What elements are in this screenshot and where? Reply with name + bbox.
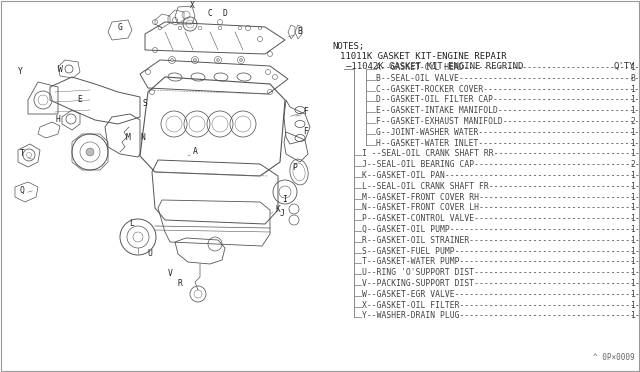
Text: I: I [283,196,287,205]
Text: U: U [148,250,152,259]
Circle shape [239,58,243,61]
Text: L--SEAL-OIL CRANK SHAFT FR------------------------------------------------: L--SEAL-OIL CRANK SHAFT FR--------------… [362,182,640,191]
Text: 1: 1 [630,268,635,277]
Text: S--GASKET-FUEL PUMP-------------------------------------------------------: S--GASKET-FUEL PUMP---------------------… [362,247,640,256]
Circle shape [170,58,173,61]
Text: W--GASKET-EGR VALVE-------------------------------------------------------: W--GASKET-EGR VALVE---------------------… [362,290,640,299]
Text: —11042K GASKET KIT-ENGINE REGRIND: —11042K GASKET KIT-ENGINE REGRIND [346,62,524,71]
Text: N: N [141,134,145,142]
Text: 1: 1 [630,247,635,256]
Text: 1: 1 [630,214,635,223]
Text: 1: 1 [630,63,635,72]
Text: P--GASKET-CONTROL VALVE---------------------------------------------------: P--GASKET-CONTROL VALVE-----------------… [362,214,640,223]
Text: P: P [292,163,298,171]
Text: C--GASKET-ROCKER COVER------------------------------------------------: C--GASKET-ROCKER COVER------------------… [376,84,640,94]
Text: 1: 1 [630,106,635,115]
Text: ^ 0P×0009: ^ 0P×0009 [593,353,635,362]
Text: 2: 2 [630,160,635,169]
Text: 1: 1 [630,193,635,202]
Text: B: B [630,74,635,83]
Text: C: C [207,10,212,19]
Text: E--GASKET-INTAKE MANIFOLD---------------------------------------------: E--GASKET-INTAKE MANIFOLD---------------… [376,106,640,115]
Text: 1: 1 [630,182,635,191]
Text: I --SEAL-OIL CRANK SHAFT RR-----------------------------------------------: I --SEAL-OIL CRANK SHAFT RR-------------… [362,150,640,158]
Text: Y--WASHER-DRAIN PLUG------------------------------------------------------: Y--WASHER-DRAIN PLUG--------------------… [362,311,640,320]
Text: 1: 1 [630,236,635,245]
Text: 1: 1 [630,84,635,94]
Text: K: K [276,205,280,215]
Text: 1: 1 [630,95,635,105]
Text: B--SEAL-OIL VALVE-----------------------------------------------------: B--SEAL-OIL VALVE-----------------------… [376,74,640,83]
Text: 1: 1 [630,225,635,234]
Text: G--JOINT-WASHER WATER-------------------------------------------------: G--JOINT-WASHER WATER-------------------… [376,128,640,137]
Text: Q'TY: Q'TY [614,62,635,71]
Text: T--GASKET-WATER PUMP------------------------------------------------------: T--GASKET-WATER PUMP--------------------… [362,257,640,266]
Text: S: S [143,99,147,109]
Text: T: T [20,150,24,158]
Text: J: J [280,209,284,218]
Text: 1: 1 [630,128,635,137]
Text: E: E [77,96,83,105]
Circle shape [216,58,220,61]
Text: M: M [125,134,131,142]
Text: J--SEAL-OIL BEARING CAP---------------------------------------------------: J--SEAL-OIL BEARING CAP-----------------… [362,160,640,169]
Text: M--GASKET-FRONT COVER RH--------------------------------------------------: M--GASKET-FRONT COVER RH----------------… [362,193,640,202]
Text: F: F [303,108,308,116]
Circle shape [193,58,196,61]
Text: F: F [303,128,308,137]
Text: 1: 1 [630,171,635,180]
Text: 11011K GASKET KIT-ENGINE REPAIR: 11011K GASKET KIT-ENGINE REPAIR [340,52,507,61]
Text: H: H [56,115,60,125]
Text: K--GASKET-OIL PAN---------------------------------------------------------: K--GASKET-OIL PAN-----------------------… [362,171,640,180]
Text: U--RING 'O'SUPPORT DIST---------------------------------------------------: U--RING 'O'SUPPORT DIST-----------------… [362,268,640,277]
Text: 1: 1 [630,150,635,158]
Text: 1: 1 [630,203,635,212]
Text: Q--GASKET-OIL PUMP--------------------------------------------------------: Q--GASKET-OIL PUMP----------------------… [362,225,640,234]
Text: X: X [189,1,195,10]
Text: R: R [177,279,182,289]
Text: NOTES;: NOTES; [332,42,364,51]
Text: N--GASKET-FRONT COVER LH--------------------------------------------------: N--GASKET-FRONT COVER LH----------------… [362,203,640,212]
Text: 1: 1 [630,139,635,148]
Text: V: V [168,269,172,279]
Text: V--PACKING-SUPPORT DIST---------------------------------------------------: V--PACKING-SUPPORT DIST-----------------… [362,279,640,288]
Text: R--GASKET-OIL STRAINER----------------------------------------------------: R--GASKET-OIL STRAINER------------------… [362,236,640,245]
Text: F--GASKET-EXHAUST MANIFOLD--------------------------------------------: F--GASKET-EXHAUST MANIFOLD--------------… [376,117,640,126]
Text: Y: Y [17,67,22,77]
Text: D: D [223,10,227,19]
Text: H--GASKET-WATER INLET-------------------------------------------------: H--GASKET-WATER INLET-------------------… [376,139,640,148]
Text: 1: 1 [630,311,635,320]
Text: Q: Q [20,186,24,195]
Text: 1: 1 [630,279,635,288]
Text: 1: 1 [630,257,635,266]
Text: X--GASKET-OIL FILTER------------------------------------------------------: X--GASKET-OIL FILTER--------------------… [362,301,640,310]
Text: 1: 1 [630,301,635,310]
Text: A--GASKET-CYL HEAD----------------------------------------------------: A--GASKET-CYL HEAD----------------------… [376,63,640,72]
Text: B: B [298,28,303,36]
Circle shape [86,148,94,156]
Text: 2: 2 [630,117,635,126]
Text: L: L [129,219,134,228]
Text: D--GASKET-OIL FILTER CAP----------------------------------------------: D--GASKET-OIL FILTER CAP----------------… [376,95,640,105]
Text: W: W [58,65,63,74]
Text: G: G [118,22,122,32]
Text: 1: 1 [630,290,635,299]
Text: A: A [193,148,197,157]
